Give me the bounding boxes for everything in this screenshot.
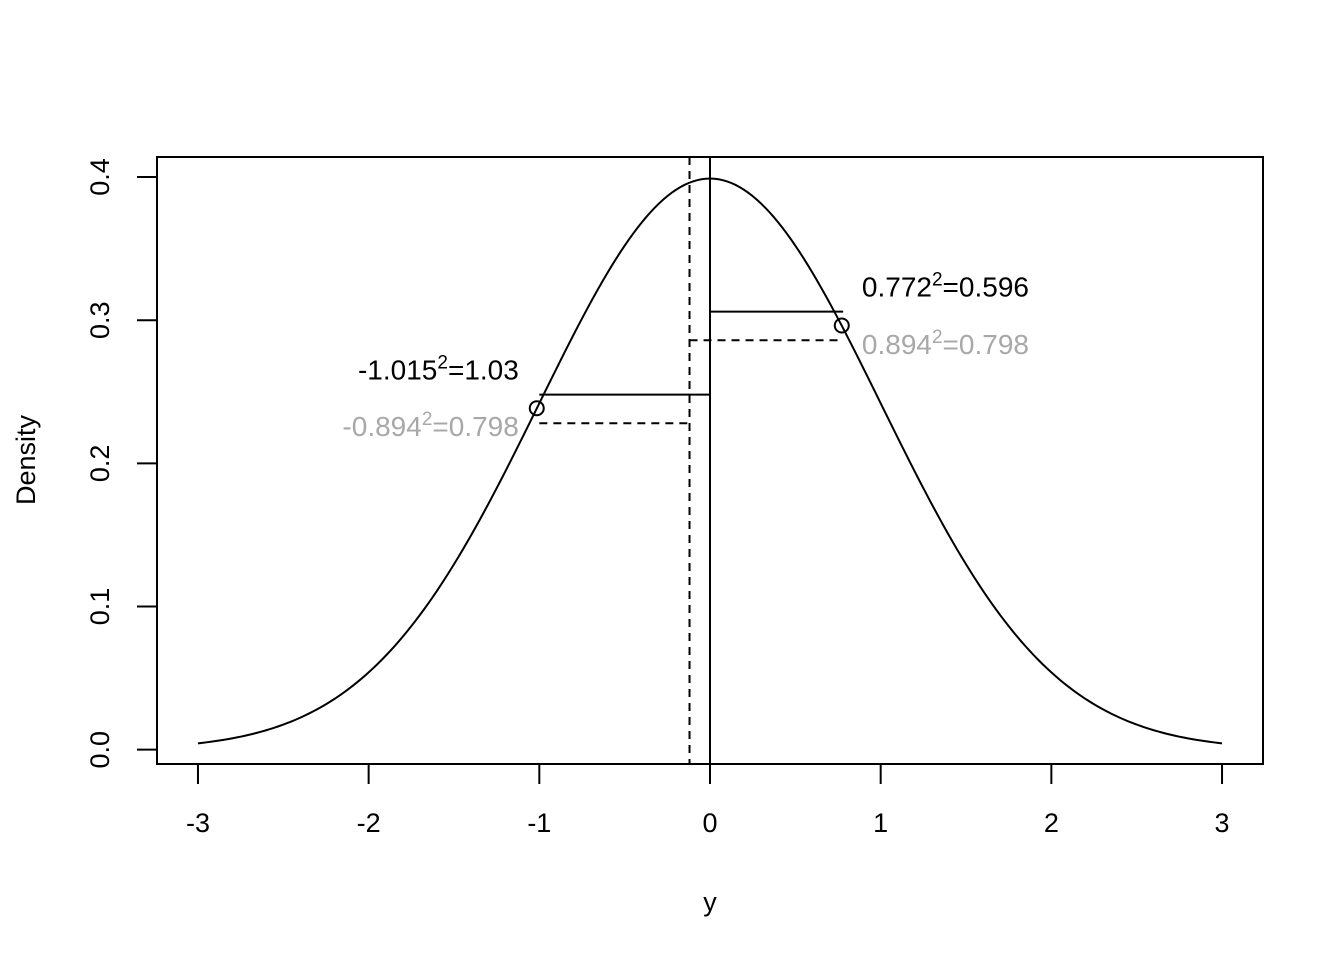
- annotation-rest: =0.798: [943, 329, 1029, 360]
- x-axis-label: y: [703, 887, 717, 917]
- annotation-2: 0.7722=0.596: [862, 270, 1029, 303]
- y-tick-label: 0.2: [85, 445, 115, 483]
- x-axis: -3 -2 -1 0 1 2 3: [186, 763, 1230, 838]
- annotation-sup: 2: [932, 270, 943, 291]
- annotation-rest: =1.03: [448, 355, 519, 386]
- annotation-rest: =0.798: [432, 411, 518, 442]
- annotation-sup: 2: [932, 327, 943, 348]
- annotation-base: 0.772: [862, 272, 932, 303]
- y-axis-label: Density: [11, 414, 41, 505]
- point-1: [833, 317, 850, 334]
- annotation-sup: 2: [422, 409, 433, 430]
- y-tick-label: 0.4: [85, 158, 115, 196]
- x-tick-label: 1: [873, 808, 888, 838]
- x-tick-label: 0: [702, 808, 717, 838]
- annotation-rest: =0.596: [943, 272, 1029, 303]
- y-axis: 0.0 0.1 0.2 0.3 0.4: [85, 158, 158, 769]
- x-tick-label: -1: [527, 808, 551, 838]
- x-tick-label: 3: [1215, 808, 1230, 838]
- annotations-layer: -1.0152=1.03-0.8942=0.7980.7722=0.5960.8…: [342, 270, 1029, 443]
- y-tick-label: 0.1: [85, 588, 115, 626]
- annotation-base: -1.015: [358, 355, 437, 386]
- y-tick-label: 0.0: [85, 731, 115, 769]
- annotation-0: -1.0152=1.03: [358, 353, 519, 386]
- x-tick-label: -3: [186, 808, 210, 838]
- points-layer: [528, 317, 850, 417]
- annotation-base: -0.894: [342, 411, 421, 442]
- annotation-sup: 2: [437, 353, 448, 374]
- point-0: [528, 400, 545, 417]
- annotation-3: 0.8942=0.798: [862, 327, 1029, 360]
- annotation-1: -0.8942=0.798: [342, 409, 518, 442]
- x-tick-label: -2: [357, 808, 381, 838]
- reference-lines: [539, 157, 844, 764]
- x-tick-label: 2: [1044, 808, 1059, 838]
- y-tick-label: 0.3: [85, 301, 115, 339]
- annotation-base: 0.894: [862, 329, 932, 360]
